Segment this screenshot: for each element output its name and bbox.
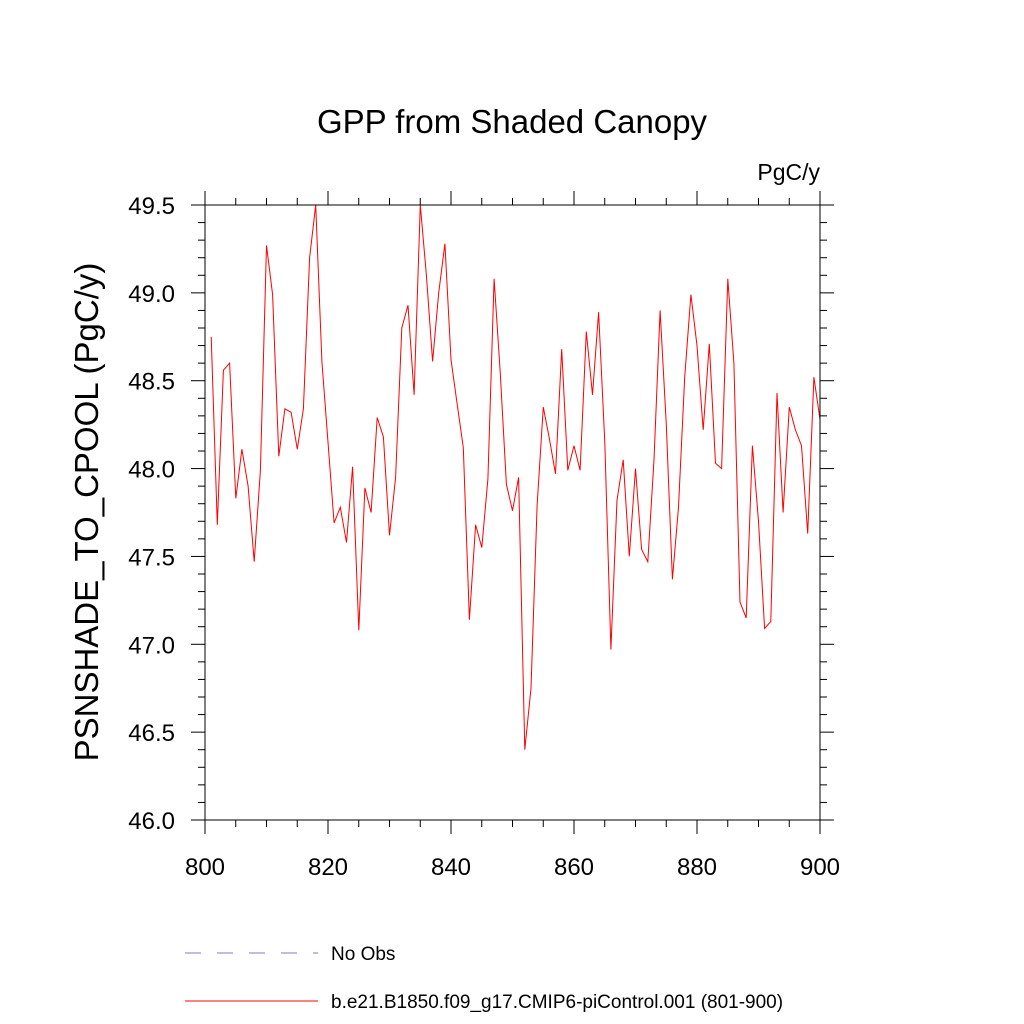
- plot-frame: [204, 204, 821, 821]
- y-tick-label: 49.0: [128, 281, 175, 308]
- x-tick-label: 820: [308, 854, 348, 881]
- y-axis-label: PSNSHADE_TO_CPOOL (PgC/y): [68, 263, 105, 762]
- y-tick-labels: 46.0 46.5 47.0 47.5 48.0 48.5 49.0 49.5: [128, 193, 175, 835]
- series-layer: [210, 204, 821, 750]
- x-tick-label: 880: [677, 854, 717, 881]
- x-tick-labels: 800 820 840 860 880 900: [185, 854, 840, 881]
- x-tick-label: 800: [185, 854, 225, 881]
- legend-model-label: b.e21.B1850.f09_g17.CMIP6-piControl.001 …: [331, 992, 783, 1013]
- y-tick-label: 47.0: [128, 632, 175, 659]
- x-tick-label: 860: [554, 854, 594, 881]
- series-line: [210, 204, 821, 750]
- y-tick-label: 48.5: [128, 369, 175, 396]
- minor-ticks: [198, 198, 827, 827]
- y-tick-label: 46.5: [128, 720, 175, 747]
- major-ticks: [191, 191, 834, 834]
- units-label: PgC/y: [757, 159, 820, 185]
- y-tick-label: 49.5: [128, 193, 175, 220]
- legend-no-obs-label: No Obs: [331, 944, 395, 965]
- y-tick-label: 47.5: [128, 544, 175, 571]
- y-tick-label: 48.0: [128, 457, 175, 484]
- x-tick-label: 840: [431, 854, 471, 881]
- legend: No Obs b.e21.B1850.f09_g17.CMIP6-piContr…: [185, 944, 783, 1013]
- x-tick-label: 900: [800, 854, 840, 881]
- chart-title: GPP from Shaded Canopy: [317, 103, 708, 140]
- y-tick-label: 46.0: [128, 808, 175, 835]
